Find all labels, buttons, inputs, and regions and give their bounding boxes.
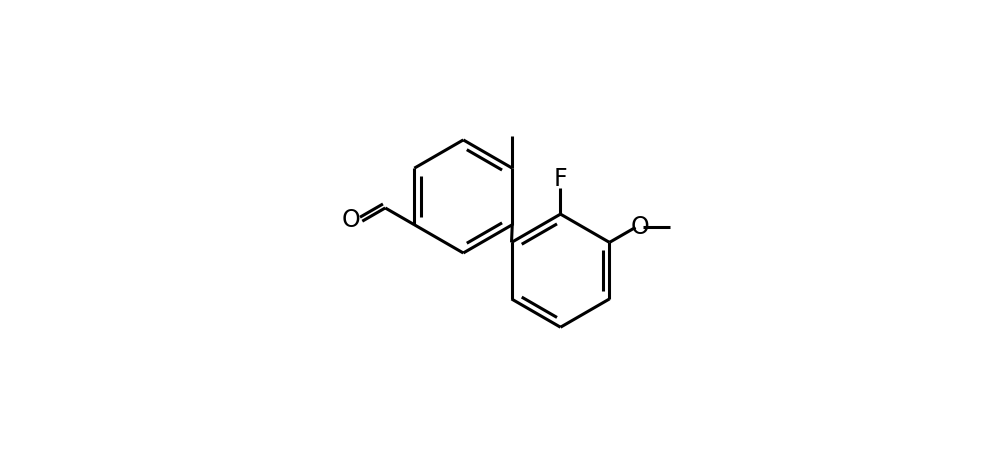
- Text: F: F: [553, 167, 567, 191]
- Text: O: O: [630, 215, 649, 239]
- Text: O: O: [341, 208, 360, 233]
